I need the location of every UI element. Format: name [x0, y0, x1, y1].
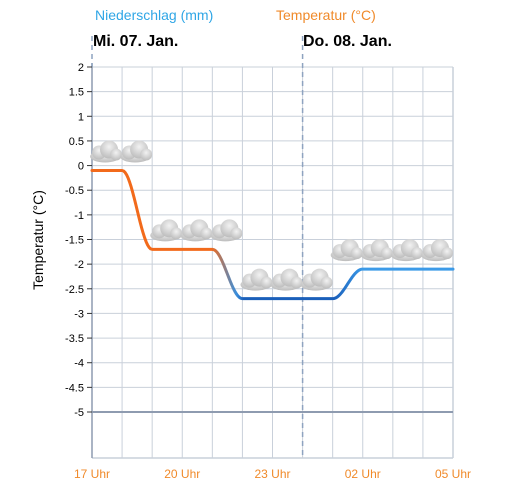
cloud-icon [420, 239, 453, 262]
y-tick-label: 1.5 [69, 87, 84, 99]
cloud-icon [390, 239, 423, 262]
y-tick-label: -1.5 [65, 235, 84, 247]
cloud-icon [240, 268, 273, 291]
y-tick-label: -0.5 [65, 185, 84, 197]
cloud-icon [300, 268, 333, 291]
y-tick-label: -1 [74, 210, 84, 222]
y-tick-label: -4 [74, 358, 84, 370]
legend-temperature: Temperatur (°C) [276, 7, 376, 23]
legend-precipitation: Niederschlag (mm) [95, 7, 214, 23]
day-label-2: Do. 08. Jan. [303, 33, 392, 50]
x-tick-label: 05 Uhr [435, 467, 471, 481]
cloud-icon [180, 219, 213, 242]
cloud-icon [210, 219, 243, 242]
temperature-line [90, 169, 455, 301]
y-tick-label: 0.5 [69, 136, 84, 148]
y-tick-label: 0 [78, 161, 84, 173]
day-label-1: Mi. 07. Jan. [93, 33, 179, 50]
y-tick-label: 2 [78, 62, 84, 74]
x-tick-label: 20 Uhr [164, 467, 200, 481]
x-tick-label: 02 Uhr [345, 467, 381, 481]
y-tick-label: -4.5 [65, 382, 84, 394]
cloud-icon [270, 268, 303, 291]
y-tick-label: -5 [74, 407, 84, 419]
cloud-icon [360, 239, 393, 262]
cloud-icon [150, 219, 183, 242]
y-axis-label: Temperatur (°C) [30, 190, 46, 290]
y-tick-label: 1 [78, 111, 84, 123]
cloud-icon [120, 140, 153, 163]
x-tick-label: 23 Uhr [254, 467, 290, 481]
y-tick-label: -3.5 [65, 333, 84, 345]
y-tick-label: -3 [74, 308, 84, 320]
x-tick-label: 17 Uhr [74, 467, 110, 481]
y-tick-label: -2.5 [65, 284, 84, 296]
cloud-icon [90, 140, 123, 163]
cloud-icon [330, 239, 363, 262]
y-tick-label: -2 [74, 259, 84, 271]
